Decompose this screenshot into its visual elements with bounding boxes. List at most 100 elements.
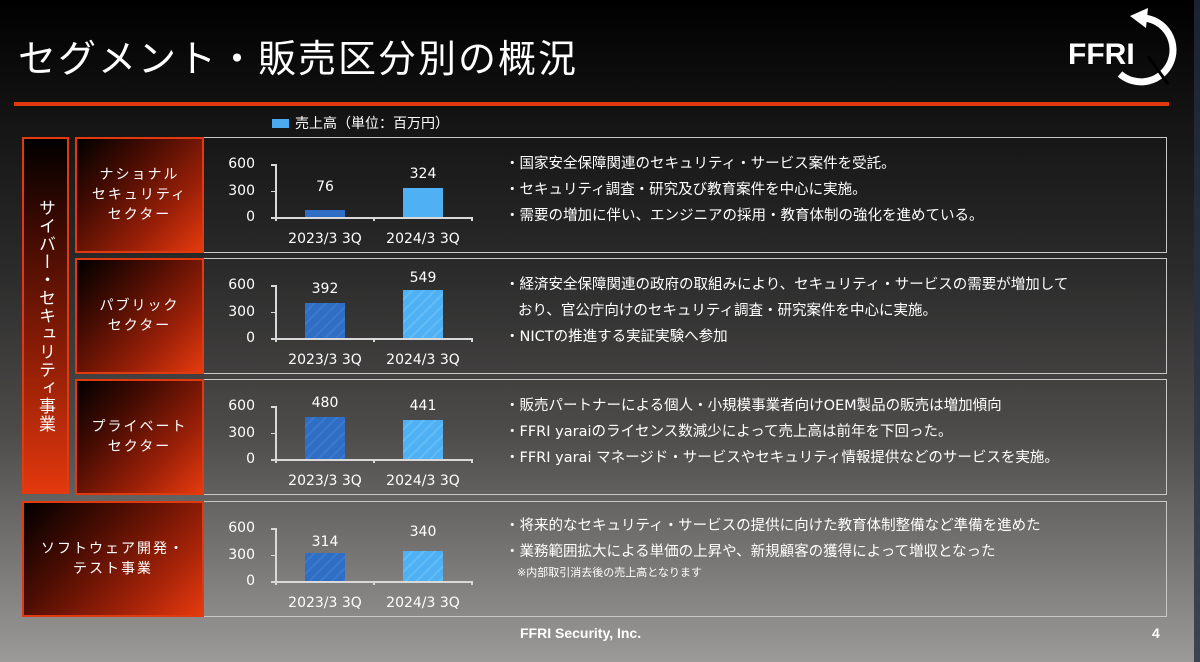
content-frame [204,258,1167,374]
x-category-label: 2024/3 3Q [386,473,460,489]
legend-swatch [272,118,289,128]
bar-value-label: 76 [316,179,334,195]
y-tick-label: 0 [246,451,255,467]
y-tick-mark [271,581,275,583]
y-tick-label: 600 [228,398,255,414]
x-category-label: 2023/3 3Q [288,231,362,247]
y-axis [275,164,277,217]
sector-label: パブリック セクター [99,298,180,334]
bullet-item: おり、官公庁向けのセキュリティ調査・研究案件を中心に実施。 [518,303,938,319]
y-tick-mark [271,459,275,461]
chart-legend: 売上高（単位：百万円） [272,114,449,132]
segment-row: プライベート セクター 0 300 600 480 2023/3 3Q 441 2024/3 … [0,379,1200,495]
bullet-item: ・国家安全保障関連のセキュリティ・サービス案件を受託。 [505,156,896,172]
bar-chart: 0 300 600 392 2023/3 3Q 549 2024/3 3Q [205,258,480,374]
content-frame [204,501,1167,617]
x-tick-mark [275,459,277,463]
sector-label-box: プライベート セクター [75,379,204,495]
bullet-item: ・需要の増加に伴い、エンジニアの採用・教育体制の強化を進めている。 [505,208,984,224]
content-frame [204,379,1167,495]
segment-label-text: サイバー・セキュリティ事業 [35,198,55,433]
segment-row: ナショナル セキュリティ セクター 0 300 600 76 2023/3 3Q 324 20… [0,137,1200,253]
bar-chart: 0 300 600 76 2023/3 3Q 324 2024/3 3Q [205,137,480,253]
x-tick-mark [275,217,277,221]
bar-value-label: 340 [409,524,437,540]
bar-current-year [403,550,443,581]
bar-prev-year [305,416,345,459]
y-tick-mark [271,432,275,434]
y-tick-mark [271,406,275,408]
x-tick-mark [373,217,375,221]
bar-prev-year [305,210,345,217]
x-tick-mark [275,338,277,342]
x-category-label: 2024/3 3Q [386,595,460,611]
y-tick-label: 0 [246,209,255,225]
x-category-label: 2024/3 3Q [386,352,460,368]
ffri-logo: FFRI [1060,6,1180,86]
bullet-item: ・FFRI yaraiのライセンス数減少によって売上高は前年を下回った。 [505,424,953,440]
y-tick-mark [271,338,275,340]
y-tick-mark [271,285,275,287]
bar-value-label: 314 [311,534,339,550]
svg-text:FFRI: FFRI [1068,38,1135,71]
bar-current-year [403,420,443,459]
sector-label-box: ナショナル セキュリティ セクター [75,137,204,253]
sector-label: ソフトウェア開発・ テスト事業 [41,541,185,577]
y-axis [275,528,277,581]
bullet-item: ・経済安全保障関連の政府の取組みにより、セキュリティ・サービスの需要が増加して [505,277,1069,293]
bar-prev-year [305,303,345,338]
y-tick-label: 600 [228,156,255,172]
segment-row: パブリック セクター 0 300 600 392 2023/3 3Q 549 2024/3 3… [0,258,1200,374]
y-tick-mark [271,554,275,556]
y-tick-label: 300 [228,182,255,199]
bar-current-year [403,188,443,217]
bullet-item: ・業務範囲拡大による単価の上昇や、新規顧客の獲得によって増収となった [505,544,996,560]
x-tick-mark [373,459,375,463]
bar-chart: 0 300 600 314 2023/3 3Q 340 2024/3 3Q [205,501,480,617]
x-tick-mark [471,217,473,221]
bar-value-label: 324 [409,166,437,183]
y-axis [275,285,277,338]
x-category-label: 2023/3 3Q [288,595,362,611]
bar-value-label: 392 [311,281,339,298]
bullet-item: ・セキュリティ調査・研究及び教育案件を中心に実施。 [505,182,867,198]
bullet-list: ・将来的なセキュリティ・サービスの提供に向けた教育体制整備など準備を進めた ・業務… [505,513,1165,581]
title-divider [14,102,1169,106]
bar-current-year [403,289,443,338]
bullet-item: ・将来的なセキュリティ・サービスの提供に向けた教育体制整備など準備を進めた [505,518,1041,534]
bullet-item: ・NICTの推進する実証実験へ参加 [505,329,728,345]
bullet-item: ・FFRI yarai マネージド・サービスやセキュリティ情報提供などのサービス… [505,450,1059,466]
content-frame [204,137,1167,253]
y-tick-label: 0 [246,573,255,589]
y-tick-label: 600 [228,520,255,536]
x-tick-mark [373,338,375,342]
y-tick-mark [271,311,275,313]
x-category-label: 2023/3 3Q [288,352,362,368]
bullet-list: ・経済安全保障関連の政府の取組みにより、セキュリティ・サービスの需要が増加してお… [505,272,1165,350]
x-tick-mark [471,338,473,342]
footer-company: FFRI Security, Inc. [520,625,642,641]
footnote: ※内部取引消去後の売上高となります [517,566,702,579]
segment-label-cyber-security: サイバー・セキュリティ事業 [22,137,69,494]
bar-value-label: 549 [409,270,437,286]
sector-label-box: パブリック セクター [75,258,204,374]
y-tick-label: 0 [246,330,255,346]
x-tick-mark [373,581,375,585]
bar-chart: 0 300 600 480 2023/3 3Q 441 2024/3 3Q [205,379,480,495]
y-tick-mark [271,164,275,166]
x-category-label: 2024/3 3Q [386,231,460,247]
x-tick-mark [275,581,277,585]
sector-label: ナショナル セキュリティ セクター [91,167,188,223]
bar-value-label: 441 [409,398,437,415]
y-tick-label: 600 [228,277,255,293]
y-tick-label: 300 [228,424,255,441]
ffri-logo-icon: FFRI [1068,8,1177,86]
sector-label: プライベート セクター [91,419,188,455]
slide-title: セグメント・販売区分別の概況 [18,37,579,81]
x-tick-mark [471,581,473,585]
bullet-list: ・販売パートナーによる個人・小規模事業者向けOEM製品の販売は増加傾向 ・FFRI… [505,393,1165,471]
bullet-list: ・国家安全保障関連のセキュリティ・サービス案件を受託。 ・セキュリティ調査・研究及… [505,151,1165,229]
y-tick-label: 300 [228,303,255,320]
bar-prev-year [305,553,345,581]
y-tick-mark [271,190,275,192]
